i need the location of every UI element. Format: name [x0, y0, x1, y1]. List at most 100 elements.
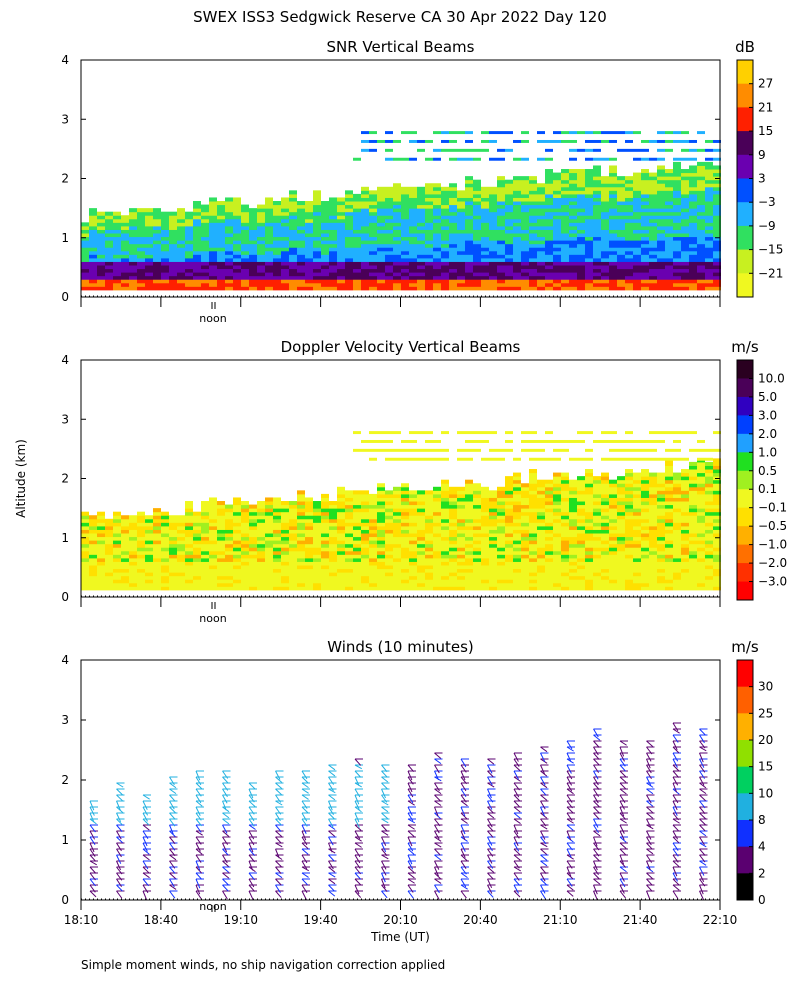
heat-cell: [641, 526, 649, 530]
heat-cell: [377, 219, 385, 223]
heat-cell: [81, 276, 89, 280]
heat-cell: [665, 272, 673, 276]
heat-cell: [169, 529, 177, 533]
heat-cell: [377, 215, 385, 219]
heat-cell: [657, 547, 665, 551]
heat-cell: [209, 565, 217, 569]
heat-cell: [649, 487, 657, 491]
heat-cell: [105, 251, 113, 255]
heat-cell: [217, 547, 225, 551]
heat-cell: [129, 261, 137, 265]
heat-cell: [409, 458, 417, 461]
heat-cell: [401, 540, 409, 544]
heat-cell: [529, 515, 537, 519]
heat-cell: [665, 497, 673, 501]
heat-cell: [625, 519, 633, 523]
heat-cell: [617, 272, 625, 276]
heat-cell: [81, 244, 89, 248]
heat-cell: [473, 208, 481, 212]
heat-cell: [113, 519, 121, 523]
heat-cell: [649, 586, 657, 590]
heat-cell: [209, 261, 217, 265]
heat-cell: [209, 558, 217, 562]
heat-cell: [353, 237, 361, 241]
heat-cell: [457, 276, 465, 280]
heat-cell: [281, 586, 289, 590]
heat-cell: [81, 526, 89, 530]
heat-cell: [457, 244, 465, 248]
heat-cell: [705, 222, 713, 226]
heat-cell: [129, 233, 137, 237]
heat-cell: [425, 551, 433, 555]
heat-cell: [185, 215, 193, 219]
heat-cell: [673, 254, 681, 258]
y-tick-label: 2: [61, 172, 69, 186]
heat-cell: [217, 508, 225, 512]
heat-cell: [625, 187, 633, 191]
heat-cell: [377, 194, 385, 198]
heat-cell: [601, 526, 609, 530]
heat-cell: [225, 508, 233, 512]
heat-cell: [401, 215, 409, 219]
heat-cell: [105, 226, 113, 230]
heat-cell: [417, 233, 425, 237]
heat-cell: [633, 540, 641, 544]
heat-cell: [681, 540, 689, 544]
heat-cell: [537, 244, 545, 248]
heat-cell: [569, 244, 577, 248]
heat-cell: [241, 508, 249, 512]
heat-cell: [481, 544, 489, 548]
heat-cell: [185, 547, 193, 551]
heat-cell: [489, 526, 497, 530]
heat-cell: [121, 229, 129, 233]
heat-cell: [217, 512, 225, 516]
heat-cell: [641, 201, 649, 205]
heat-cell: [585, 480, 593, 484]
heat-cell: [161, 215, 169, 219]
heat-cell: [161, 222, 169, 226]
heat-cell: [425, 533, 433, 537]
heat-cell: [121, 254, 129, 258]
heat-cell: [617, 501, 625, 505]
heat-cell: [569, 522, 577, 526]
heat-cell: [169, 240, 177, 244]
heat-cell: [369, 201, 377, 205]
heat-cell: [129, 226, 137, 230]
heat-cell: [561, 512, 569, 516]
heat-cell: [689, 194, 697, 198]
heat-cell: [161, 544, 169, 548]
heat-cell: [425, 572, 433, 576]
heat-cell: [121, 529, 129, 533]
heat-cell: [225, 247, 233, 251]
heat-cell: [633, 547, 641, 551]
heat-cell: [113, 579, 121, 583]
heat-cell: [257, 505, 265, 509]
heat-cell: [553, 283, 561, 287]
heat-cell: [545, 237, 553, 241]
heat-cell: [609, 544, 617, 548]
heat-cell: [417, 197, 425, 201]
heat-cell: [305, 244, 313, 248]
heat-cell: [497, 233, 505, 237]
heat-cell: [641, 269, 649, 273]
heat-cell: [289, 569, 297, 573]
heat-cell: [145, 272, 153, 276]
heat-cell: [185, 233, 193, 237]
heat-cell: [337, 583, 345, 587]
heat-cell: [681, 240, 689, 244]
heat-cell: [401, 244, 409, 248]
heat-cell: [505, 222, 513, 226]
heat-cell: [337, 254, 345, 258]
heat-cell: [217, 279, 225, 283]
heat-cell: [257, 522, 265, 526]
heat-cell: [585, 169, 593, 173]
heat-cell: [201, 551, 209, 555]
heat-cell: [369, 512, 377, 516]
heat-cell: [129, 515, 137, 519]
heat-cell: [185, 544, 193, 548]
heat-cell: [497, 533, 505, 537]
heat-cell: [657, 173, 665, 177]
heat-cell: [425, 522, 433, 526]
heat-cell: [625, 201, 633, 205]
heat-cell: [553, 561, 561, 565]
